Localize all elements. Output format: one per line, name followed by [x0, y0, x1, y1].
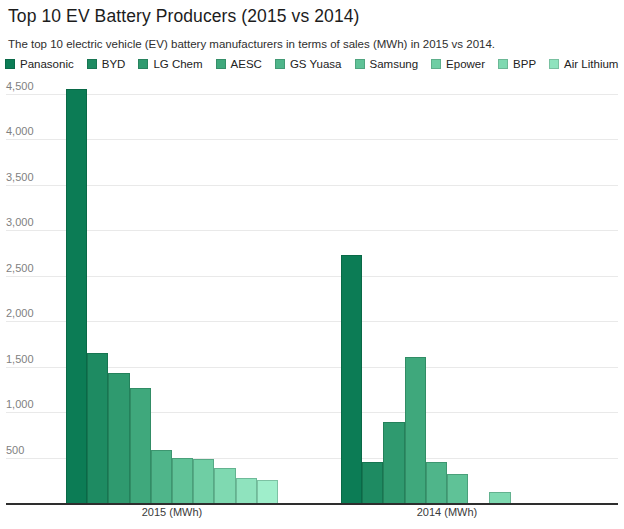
- bar-aesc-2014: [405, 357, 426, 503]
- y-axis-tick-label: 2,000: [6, 307, 34, 319]
- y-axis-tick-label: 1,500: [6, 353, 34, 365]
- bar-byd-2015: [87, 353, 108, 503]
- bar-lg-chem-2014: [383, 422, 404, 503]
- bar-samsung-2015: [172, 458, 193, 503]
- y-axis-tick-label: 4,000: [6, 125, 34, 137]
- y-axis-tick-label: 3,000: [6, 216, 34, 228]
- bar-aesc-2015: [130, 388, 151, 503]
- bar-chart-plot: 2015 (MWh) 2014 (MWh) 500 1,000 1,500 2,000…: [0, 0, 624, 529]
- gridline-2,500: [6, 276, 618, 277]
- bar-panasonic-2014: [341, 255, 362, 503]
- bar-bpp-2014: [489, 492, 510, 503]
- y-axis-tick-label: 1,000: [6, 398, 34, 410]
- gridline-2,000: [6, 321, 618, 322]
- y-axis-tick-label: 500: [6, 444, 24, 456]
- bar-lg-chem-2015: [108, 373, 129, 503]
- x-axis-group-label-2014: 2014 (MWh): [367, 506, 527, 518]
- bar-samsung-2014: [447, 474, 468, 503]
- bar-gs-yuasa-2015: [151, 450, 172, 503]
- gridline-3,500: [6, 185, 618, 186]
- bar-panasonic-2015: [66, 89, 87, 503]
- x-axis-baseline: [6, 503, 618, 505]
- bar-epower-2015: [193, 459, 214, 503]
- y-axis-tick-label: 4,500: [6, 80, 34, 92]
- y-axis-tick-label: 3,500: [6, 171, 34, 183]
- x-axis-group-label-2015: 2015 (MWh): [92, 506, 252, 518]
- gridline-3,000: [6, 230, 618, 231]
- y-axis-tick-label: 2,500: [6, 262, 34, 274]
- bar-gs-yuasa-2014: [426, 462, 447, 503]
- gridline-4,500: [6, 94, 618, 95]
- bar-wanxiang-2015: [257, 480, 278, 503]
- bar-byd-2014: [362, 462, 383, 503]
- bar-bpp-2015: [214, 468, 235, 503]
- gridline-4,000: [6, 139, 618, 140]
- bar-air-lithium-2015: [236, 478, 257, 503]
